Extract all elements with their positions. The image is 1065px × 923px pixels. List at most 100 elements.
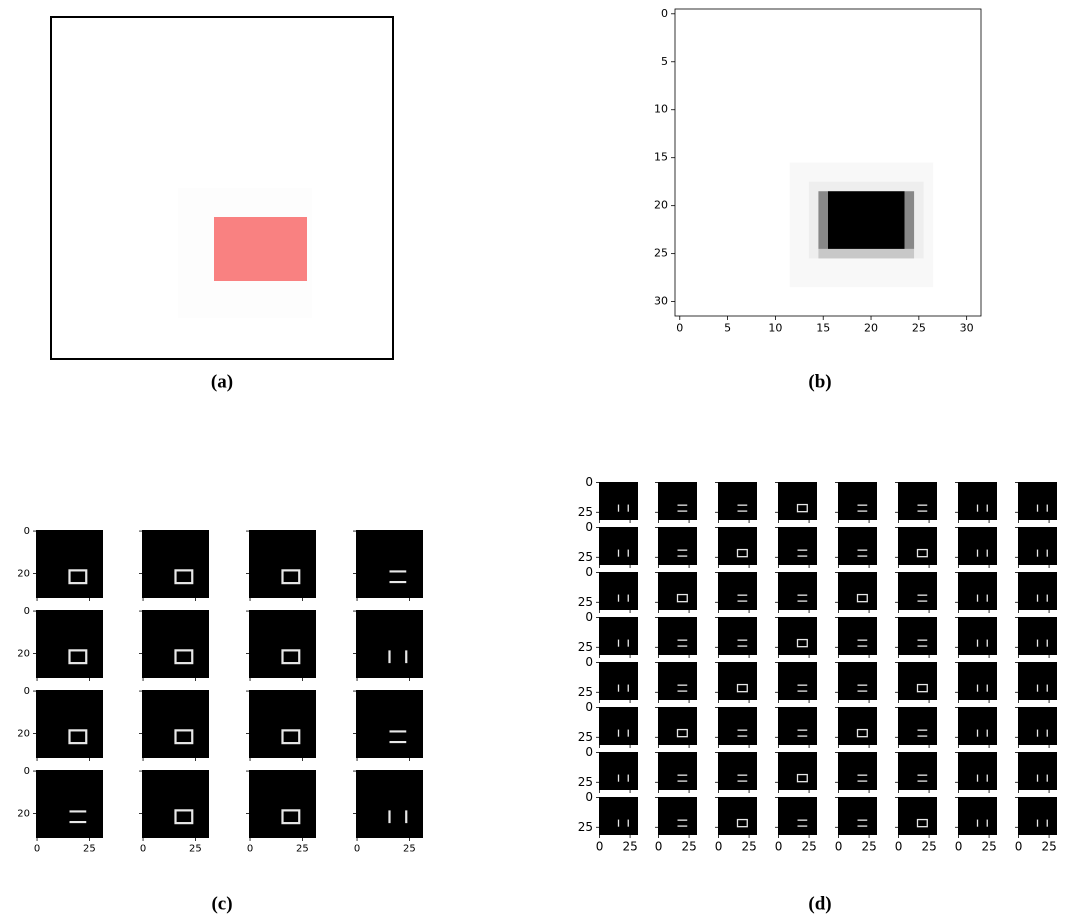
feature-map: [778, 617, 817, 655]
feature-map: [718, 617, 757, 655]
x-tick-label: 0: [140, 844, 146, 855]
feature-map: [658, 707, 697, 745]
feature-map: [599, 707, 638, 745]
feature-map: [958, 617, 997, 655]
y-tick-label: 0: [585, 565, 593, 579]
x-tick-label: 25: [622, 840, 637, 854]
y-tick-label: 25: [578, 505, 593, 519]
feature-map: [1018, 752, 1057, 790]
feature-map: [958, 662, 997, 700]
y-tick-label: 0: [585, 475, 593, 489]
y-tick-label: 20: [17, 649, 30, 660]
feature-map: [838, 617, 877, 655]
x-tick-label: 30: [960, 321, 974, 334]
x-tick-label: 25: [1041, 840, 1056, 854]
y-tick-label: 0: [661, 7, 668, 20]
y-tick-label: 20: [17, 809, 30, 820]
feature-map: [898, 752, 937, 790]
x-tick-label: 15: [816, 321, 830, 334]
x-tick-label: 0: [655, 840, 663, 854]
y-tick-label: 0: [24, 606, 30, 617]
feature-map: [658, 752, 697, 790]
feature-map: [718, 482, 757, 520]
feature-map: [1018, 707, 1057, 745]
y-tick-label: 0: [585, 610, 593, 624]
feature-map: [838, 752, 877, 790]
y-tick-label: 0: [585, 790, 593, 804]
y-tick-label: 25: [578, 640, 593, 654]
x-tick-label: 25: [861, 840, 876, 854]
feature-map: [778, 752, 817, 790]
feature-map: [1018, 797, 1057, 835]
feature-map: [898, 572, 937, 610]
feature-map: [838, 572, 877, 610]
feature-map: [1018, 662, 1057, 700]
y-tick-label: 5: [661, 55, 668, 68]
feature-map: [249, 610, 316, 678]
y-tick-label: 25: [578, 550, 593, 564]
x-tick-label: 10: [768, 321, 782, 334]
feature-map: [658, 617, 697, 655]
feature-map: [718, 752, 757, 790]
y-tick-label: 25: [578, 775, 593, 789]
feature-map: [36, 530, 103, 598]
y-tick-label: 20: [17, 569, 30, 580]
feature-map: [356, 610, 423, 678]
feature-map: [142, 610, 209, 678]
feature-map: [599, 752, 638, 790]
feature-map: [898, 482, 937, 520]
feature-map: [36, 610, 103, 678]
feature-map: [898, 527, 937, 565]
y-tick-label: 25: [578, 730, 593, 744]
y-tick-label: 25: [654, 247, 668, 260]
feature-map: [356, 770, 423, 838]
x-tick-label: 0: [775, 840, 783, 854]
feature-map: [599, 662, 638, 700]
x-tick-label: 25: [403, 844, 416, 855]
feature-map: [1018, 572, 1057, 610]
y-tick-label: 0: [585, 655, 593, 669]
y-tick-label: 30: [654, 295, 668, 308]
feature-map: [142, 770, 209, 838]
feature-map: [958, 707, 997, 745]
x-tick-label: 25: [912, 321, 926, 334]
feature-map: [958, 527, 997, 565]
feature-map: [599, 617, 638, 655]
feature-map: [778, 797, 817, 835]
feature-map: [356, 530, 423, 598]
y-tick-label: 0: [24, 766, 30, 777]
y-tick-label: 0: [24, 686, 30, 697]
feature-map: [658, 482, 697, 520]
feature-map: [718, 572, 757, 610]
feature-map: [898, 707, 937, 745]
feature-map: [838, 662, 877, 700]
feature-map: [36, 690, 103, 758]
feature-map: [838, 707, 877, 745]
x-tick-label: 0: [247, 844, 253, 855]
feature-map: [356, 690, 423, 758]
x-tick-label: 0: [676, 321, 683, 334]
feature-map: [36, 770, 103, 838]
x-tick-label: 0: [1015, 840, 1023, 854]
feature-map: [599, 797, 638, 835]
feature-map: [898, 617, 937, 655]
panel-a: (a): [51, 17, 393, 392]
feature-map: [1018, 617, 1057, 655]
feature-map: [718, 707, 757, 745]
feature-map: [778, 527, 817, 565]
y-tick-label: 20: [654, 199, 668, 212]
feature-map: [718, 662, 757, 700]
feature-map: [838, 527, 877, 565]
feature-map: [958, 482, 997, 520]
feature-map: [718, 527, 757, 565]
x-tick-label: 25: [296, 844, 309, 855]
y-tick-label: 25: [578, 595, 593, 609]
figure: (a) (b) (c) (d) 051015202530051015202530…: [0, 0, 1065, 919]
y-tick-label: 25: [578, 685, 593, 699]
y-tick-label: 0: [585, 520, 593, 534]
feature-map: [958, 797, 997, 835]
feature-map: [778, 572, 817, 610]
feature-map: [599, 572, 638, 610]
feature-map: [838, 797, 877, 835]
y-tick-label: 0: [585, 700, 593, 714]
